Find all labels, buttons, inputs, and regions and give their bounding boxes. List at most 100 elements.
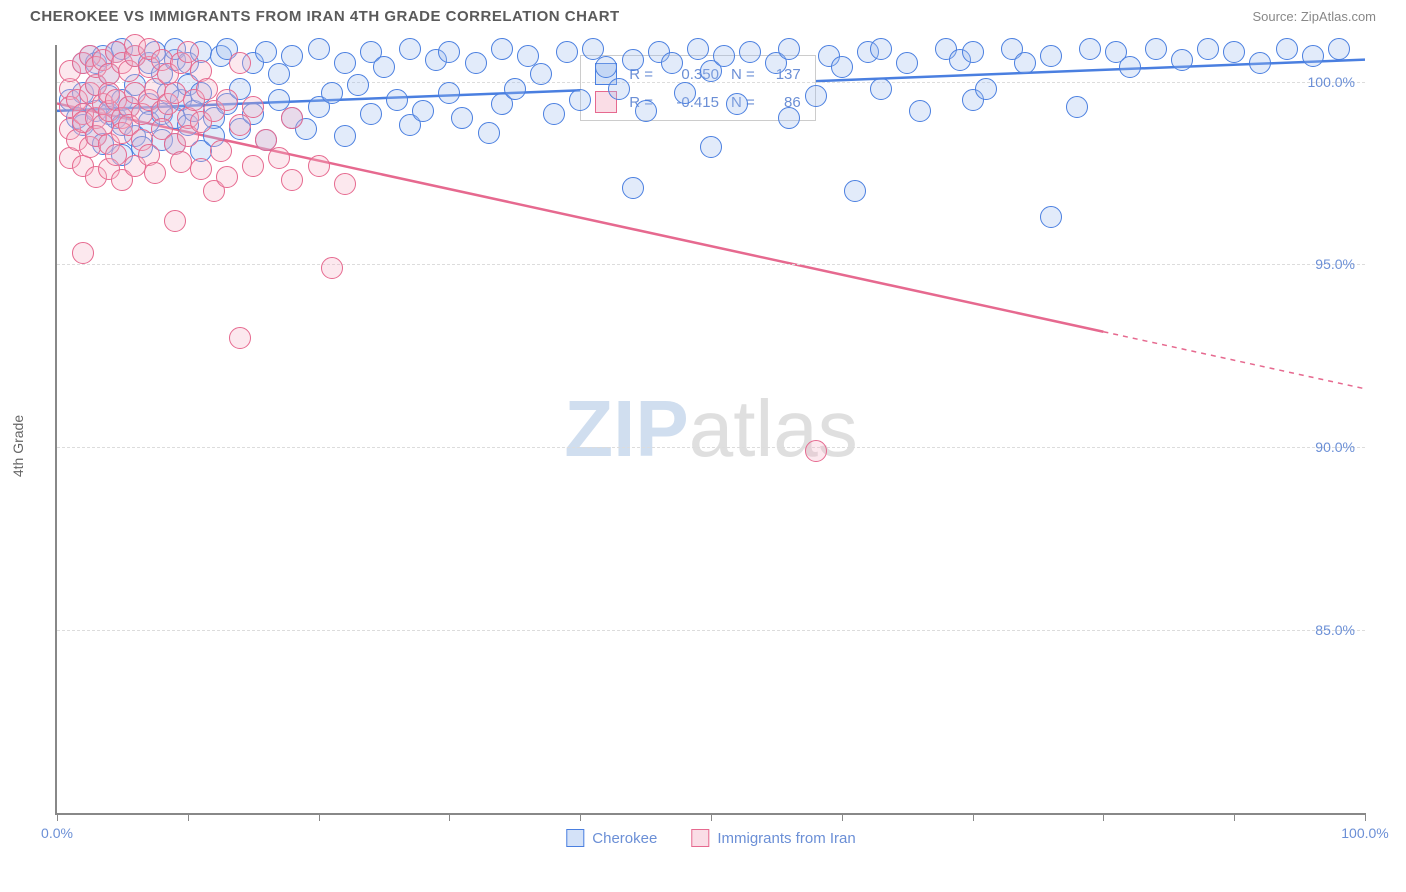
data-point (975, 78, 997, 100)
data-point (726, 93, 748, 115)
data-point (72, 242, 94, 264)
data-point (569, 89, 591, 111)
data-point (622, 177, 644, 199)
data-point (164, 210, 186, 232)
data-point (687, 38, 709, 60)
data-point (334, 173, 356, 195)
data-point (478, 122, 500, 144)
data-point (438, 41, 460, 63)
data-point (870, 38, 892, 60)
data-point (674, 82, 696, 104)
data-point (229, 327, 251, 349)
data-point (196, 78, 218, 100)
data-point (373, 56, 395, 78)
y-tick-label: 85.0% (1315, 622, 1355, 638)
data-point (1197, 38, 1219, 60)
data-point (281, 169, 303, 191)
data-point (622, 49, 644, 71)
x-tick (188, 813, 189, 821)
data-point (1079, 38, 1101, 60)
x-tick (711, 813, 712, 821)
data-point (896, 52, 918, 74)
data-point (438, 82, 460, 104)
data-point (778, 38, 800, 60)
data-point (281, 45, 303, 67)
legend-item: Cherokee (566, 829, 657, 847)
data-point (661, 52, 683, 74)
data-point (308, 155, 330, 177)
x-tick-label: 100.0% (1341, 825, 1388, 841)
data-point (105, 144, 127, 166)
chart-title: CHEROKEE VS IMMIGRANTS FROM IRAN 4TH GRA… (30, 8, 620, 25)
data-point (962, 41, 984, 63)
stat-n-label: N = (731, 66, 755, 83)
data-point (1145, 38, 1167, 60)
x-tick (1365, 813, 1366, 821)
legend-swatch (691, 829, 709, 847)
data-point (635, 100, 657, 122)
data-point (451, 107, 473, 129)
data-point (334, 125, 356, 147)
data-point (844, 180, 866, 202)
data-point (216, 89, 238, 111)
legend-swatch (566, 829, 584, 847)
data-point (713, 45, 735, 67)
data-point (909, 100, 931, 122)
data-point (334, 52, 356, 74)
trend-line-extrapolated (1103, 332, 1365, 389)
x-tick (319, 813, 320, 821)
data-point (1171, 49, 1193, 71)
data-point (242, 96, 264, 118)
data-point (1040, 45, 1062, 67)
x-tick (580, 813, 581, 821)
data-point (1328, 38, 1350, 60)
x-tick (842, 813, 843, 821)
data-point (229, 114, 251, 136)
data-point (1223, 41, 1245, 63)
data-point (321, 82, 343, 104)
y-tick-label: 90.0% (1315, 439, 1355, 455)
data-point (386, 89, 408, 111)
data-point (360, 103, 382, 125)
x-tick (449, 813, 450, 821)
data-point (739, 41, 761, 63)
data-point (805, 85, 827, 107)
y-tick-label: 100.0% (1308, 74, 1355, 90)
data-point (491, 38, 513, 60)
grid-line (57, 447, 1365, 448)
data-point (281, 107, 303, 129)
legend-item: Immigrants from Iran (691, 829, 855, 847)
data-point (399, 38, 421, 60)
data-point (1276, 38, 1298, 60)
data-point (805, 440, 827, 462)
grid-line (57, 630, 1365, 631)
x-tick (57, 813, 58, 821)
grid-line (57, 264, 1365, 265)
chart-header: CHEROKEE VS IMMIGRANTS FROM IRAN 4TH GRA… (0, 0, 1406, 29)
scatter-chart: ZIPatlas R =0.350N =137R =-0.415N =86 Ch… (55, 45, 1365, 815)
data-point (242, 155, 264, 177)
data-point (1066, 96, 1088, 118)
data-point (608, 78, 630, 100)
data-point (700, 136, 722, 158)
chart-legend: Cherokee Immigrants from Iran (566, 829, 855, 847)
data-point (543, 103, 565, 125)
data-point (229, 52, 251, 74)
data-point (347, 74, 369, 96)
x-tick (1234, 813, 1235, 821)
grid-line (57, 82, 1365, 83)
data-point (210, 140, 232, 162)
data-point (831, 56, 853, 78)
data-point (268, 147, 290, 169)
x-tick-label: 0.0% (41, 825, 73, 841)
data-point (412, 100, 434, 122)
data-point (268, 63, 290, 85)
data-point (556, 41, 578, 63)
data-point (1249, 52, 1271, 74)
data-point (216, 166, 238, 188)
data-point (308, 38, 330, 60)
source-attribution: Source: ZipAtlas.com (1252, 9, 1376, 24)
data-point (778, 107, 800, 129)
legend-label: Immigrants from Iran (717, 830, 855, 847)
data-point (1302, 45, 1324, 67)
